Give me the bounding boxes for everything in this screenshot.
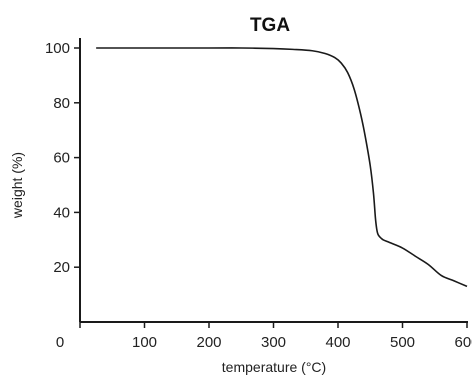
y-axis-label: weight (%) [9,152,25,219]
y-axis-ticks: 20 40 60 80 100 [45,40,80,276]
x-tick-label: 600 [454,334,472,351]
y-tick-label: 60 [53,150,70,167]
x-tick-label: 400 [325,334,350,351]
weight-curve [96,47,468,288]
y-tick-label: 40 [53,204,70,221]
y-tick-label: 80 [53,95,70,112]
x-tick-label: 0 [56,334,64,351]
x-tick-label: 100 [132,334,157,351]
x-axis-ticks: 0 100 200 300 400 500 600 [56,322,472,351]
x-tick-label: 500 [390,334,415,351]
chart-title: TGA [250,15,290,36]
x-tick-label: 300 [261,334,286,351]
y-tick-label: 100 [45,40,70,57]
x-axis-label: temperature (°C) [222,359,326,375]
y-tick-label: 20 [53,259,70,276]
x-tick-label: 200 [196,334,221,351]
